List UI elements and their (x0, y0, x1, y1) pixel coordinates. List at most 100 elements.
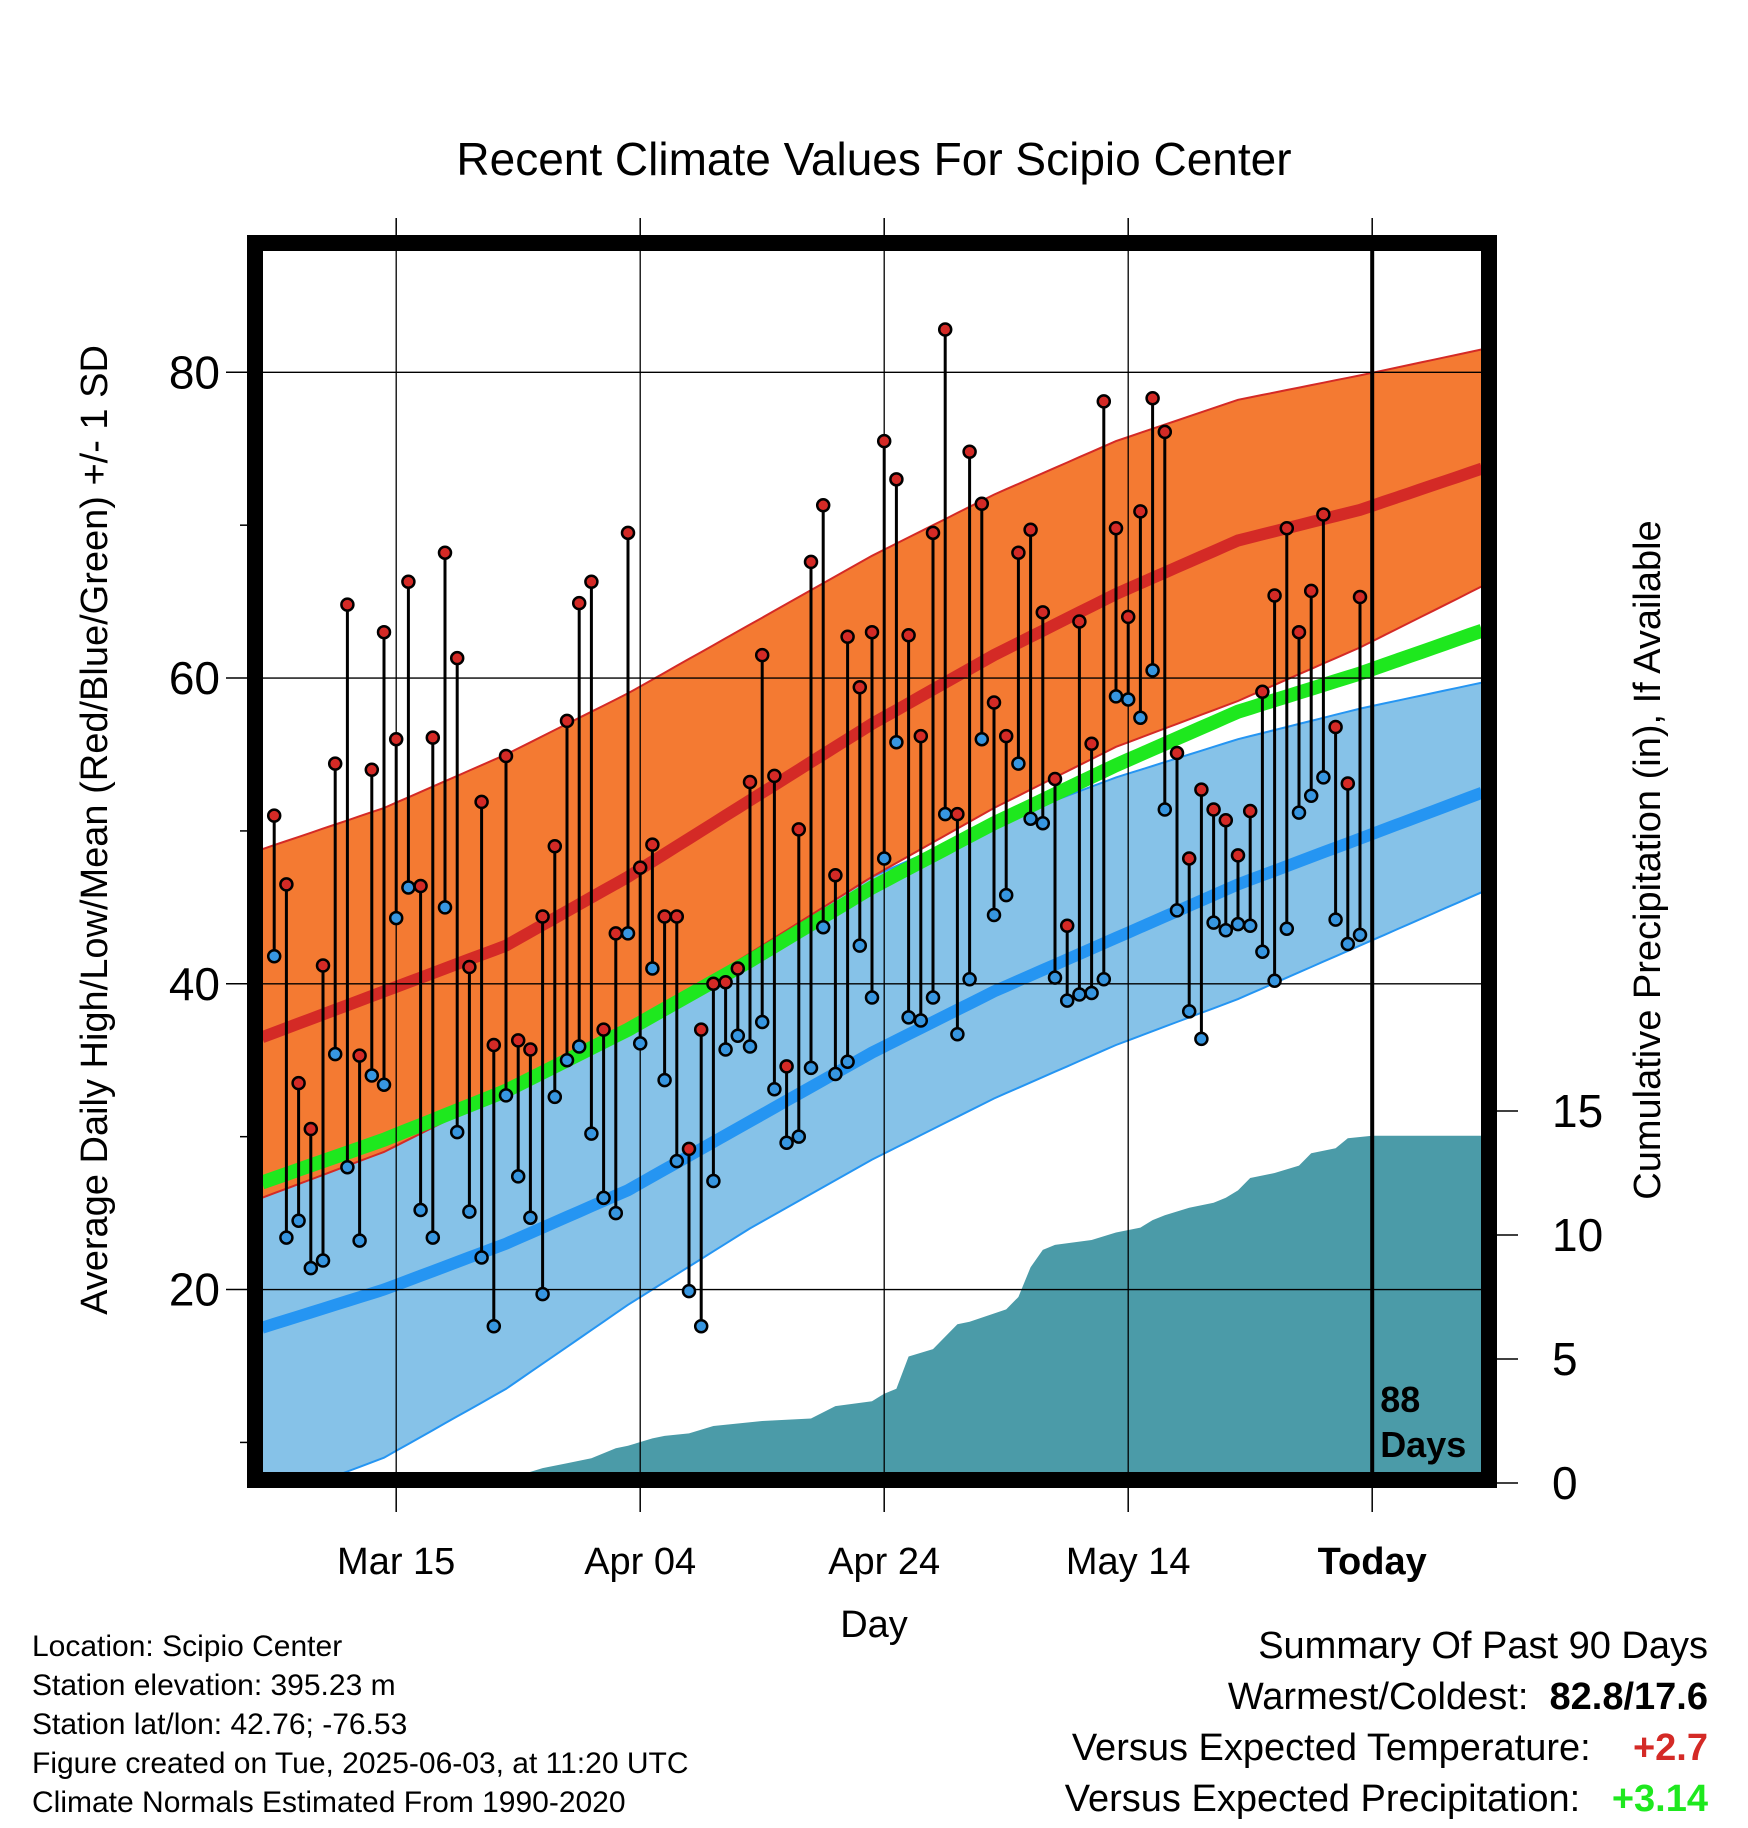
daily-low-point (803, 1060, 819, 1076)
daily-low-point (1145, 663, 1160, 678)
daily-low-point (315, 1253, 331, 1268)
daily-low-point (571, 1039, 587, 1054)
temp-value: +2.7 (1632, 1727, 1708, 1769)
daily-low-point (1194, 1031, 1209, 1047)
daily-low-point (706, 1173, 721, 1189)
daily-high-point (669, 909, 685, 924)
daily-high-point (608, 926, 624, 941)
daily-high-point (632, 860, 648, 875)
x-tick-label: Apr 04 (584, 1541, 696, 1583)
precip-value: +3.14 (1611, 1778, 1708, 1820)
daily-low-point (1011, 756, 1026, 771)
daily-high-point (1267, 588, 1282, 603)
daily-low-point (1267, 973, 1282, 988)
daily-high-point (998, 728, 1014, 744)
daily-low-point (901, 1010, 916, 1025)
daily-high-point (1206, 802, 1221, 817)
y2-tick-label: 0 (1552, 1457, 1578, 1509)
x-tick-label: Today (1318, 1541, 1427, 1583)
y-axis-label: Average Daily High/Low/Mean (Red/Blue/Gr… (74, 345, 116, 1315)
y-tick-label: 60 (169, 652, 220, 704)
daily-low-point (1072, 987, 1087, 1002)
daily-low-point (388, 910, 404, 926)
daily-high-point (901, 627, 916, 643)
daily-low-point (815, 919, 831, 935)
daily-high-point (693, 1022, 709, 1037)
daily-low-point (608, 1205, 624, 1221)
daily-high-point (303, 1121, 319, 1137)
daily-low-point (474, 1250, 489, 1265)
daily-low-point (840, 1054, 855, 1070)
daily-low-point (1035, 816, 1051, 831)
daily-high-point (376, 624, 392, 640)
chart-title: Recent Climate Values For Scipio Center (456, 133, 1291, 185)
daily-high-point (413, 878, 428, 894)
daily-high-point (388, 731, 404, 747)
daily-low-point (828, 1066, 843, 1082)
daily-high-point (1181, 851, 1197, 866)
daily-low-point (352, 1233, 367, 1248)
y-tick-label: 40 (169, 958, 220, 1010)
daily-low-point (1242, 918, 1258, 933)
daily-low-point (547, 1089, 563, 1105)
daily-low-point (1120, 692, 1136, 707)
daily-high-point (1255, 684, 1270, 700)
daily-low-point (303, 1260, 319, 1276)
summary-warm-cold: Warmest/Coldest: 82.8/17.6 (1228, 1676, 1708, 1719)
daily-high-point (1145, 391, 1160, 406)
daily-low-point (950, 1026, 965, 1042)
daily-low-point (449, 1124, 465, 1140)
daily-high-point (1084, 736, 1099, 752)
daily-high-point (754, 647, 770, 663)
daily-low-point (632, 1036, 648, 1051)
daily-low-point (974, 731, 990, 747)
daily-low-point (791, 1129, 807, 1144)
daily-low-point (486, 1318, 502, 1334)
daily-low-point (279, 1230, 294, 1245)
daily-high-point (730, 961, 746, 976)
daily-low-point (1316, 770, 1331, 785)
daily-low-point (620, 926, 636, 941)
daily-low-point (291, 1213, 306, 1229)
daily-low-point (876, 851, 892, 866)
daily-high-point (291, 1075, 306, 1091)
daily-high-point (266, 808, 282, 823)
daily-high-point (779, 1059, 794, 1074)
daily-high-point (1023, 522, 1038, 538)
daily-low-point (730, 1028, 746, 1044)
normal-low-line (262, 787, 1482, 1334)
daily-high-point (876, 433, 892, 449)
daily-low-point (986, 907, 1002, 923)
daily-low-point (364, 1068, 380, 1083)
daily-high-point (327, 756, 343, 771)
daily-low-point (693, 1318, 709, 1334)
daily-high-point (1194, 782, 1209, 797)
daily-high-point (1303, 583, 1319, 599)
daily-high-point (864, 624, 880, 640)
daily-low-point (596, 1190, 611, 1206)
daily-low-point (327, 1046, 343, 1062)
daily-high-point (559, 713, 575, 729)
daily-high-point (474, 794, 489, 810)
daily-low-point (462, 1204, 477, 1219)
plot-clip-group (262, 250, 1482, 1473)
daily-low-point (425, 1230, 441, 1245)
daily-high-point (986, 695, 1002, 710)
daily-high-point (950, 806, 965, 822)
daily-high-point (706, 976, 721, 992)
daily-high-point (791, 822, 807, 837)
daily-low-point (584, 1126, 599, 1141)
daily-high-point (1059, 918, 1075, 933)
daily-low-point (1218, 923, 1234, 938)
daily-low-point (401, 880, 416, 895)
summary-temp: Versus Expected Temperature: +2.7 (1072, 1727, 1708, 1770)
daily-low-point (510, 1169, 526, 1184)
daily-high-point (596, 1022, 611, 1037)
daily-low-point (1169, 903, 1185, 918)
daily-high-point (852, 679, 868, 695)
daily-low-point (1230, 916, 1246, 932)
daily-high-point (657, 909, 672, 924)
created-text: Figure created on Tue, 2025-06-03, at 11… (32, 1747, 689, 1780)
daily-high-point (1157, 424, 1173, 440)
